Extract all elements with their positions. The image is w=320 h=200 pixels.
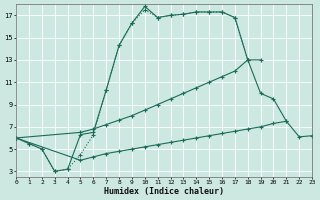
X-axis label: Humidex (Indice chaleur): Humidex (Indice chaleur) bbox=[104, 187, 224, 196]
